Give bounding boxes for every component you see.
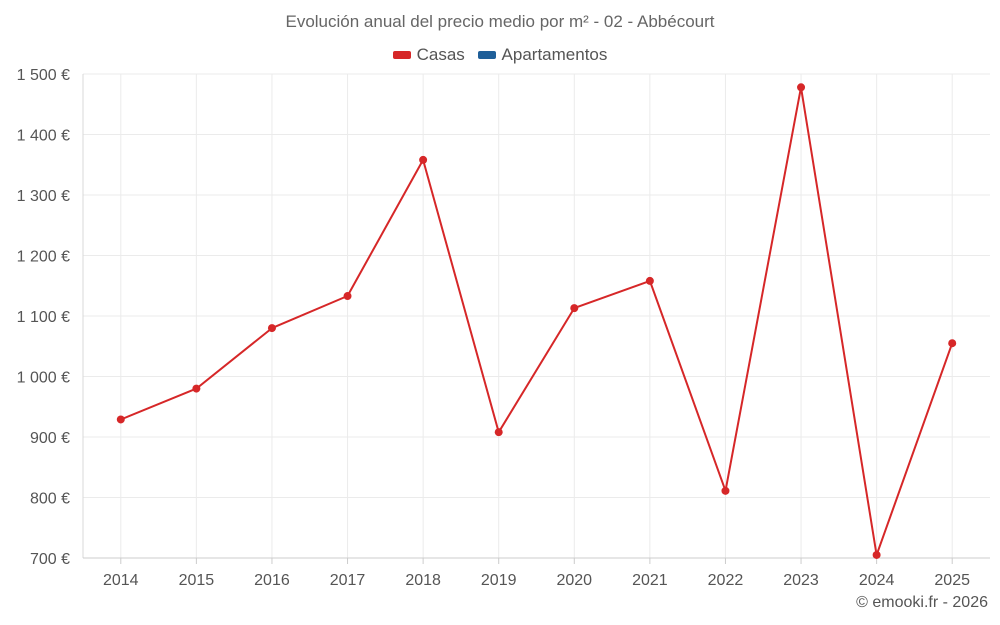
x-tick-label: 2024	[859, 572, 895, 589]
data-point	[721, 486, 730, 495]
y-tick-label: 1 200 €	[17, 249, 70, 266]
data-point	[494, 428, 503, 437]
legend-label-casas: Casas	[416, 45, 465, 64]
y-tick-label: 700 €	[30, 551, 70, 568]
x-tick-label: 2018	[405, 572, 441, 589]
legend-item-casas[interactable]: Casas	[392, 45, 465, 65]
x-tick-label: 2019	[481, 572, 517, 589]
data-point	[645, 276, 654, 285]
x-tick-label: 2017	[330, 572, 366, 589]
data-point	[797, 83, 806, 92]
y-tick-label: 1 100 €	[17, 309, 70, 326]
legend-label-apartamentos: Apartamentos	[501, 45, 608, 64]
chart-legend: Casas Apartamentos	[0, 44, 1000, 65]
y-tick-label: 1 400 €	[17, 128, 70, 145]
y-tick-label: 800 €	[30, 491, 70, 508]
legend-swatch-apartamentos	[477, 51, 496, 59]
data-point	[343, 292, 352, 301]
x-tick-label: 2022	[708, 572, 744, 589]
legend-swatch-casas	[392, 51, 411, 59]
credit-text: © emooki.fr - 2026	[856, 594, 988, 611]
x-tick-label: 2023	[783, 572, 819, 589]
data-point	[419, 155, 428, 164]
y-tick-label: 1 000 €	[17, 370, 70, 387]
x-tick-label: 2025	[934, 572, 970, 589]
x-tick-label: 2014	[103, 572, 139, 589]
series-line-casas	[120, 86, 954, 556]
data-point	[948, 339, 957, 348]
chart-title: Evolución anual del precio medio por m² …	[285, 12, 715, 31]
y-tick-label: 900 €	[30, 430, 70, 447]
y-tick-label: 1 300 €	[17, 188, 70, 205]
data-point	[872, 550, 881, 559]
legend-item-apartamentos[interactable]: Apartamentos	[477, 45, 608, 65]
y-tick-label: 1 500 €	[17, 67, 70, 84]
data-point	[267, 324, 276, 333]
x-tick-label: 2020	[556, 572, 592, 589]
x-tick-label: 2015	[179, 572, 215, 589]
data-point	[570, 304, 579, 313]
x-tick-label: 2016	[254, 572, 290, 589]
x-tick-label: 2021	[632, 572, 668, 589]
data-point	[116, 415, 125, 424]
data-point	[192, 384, 201, 393]
